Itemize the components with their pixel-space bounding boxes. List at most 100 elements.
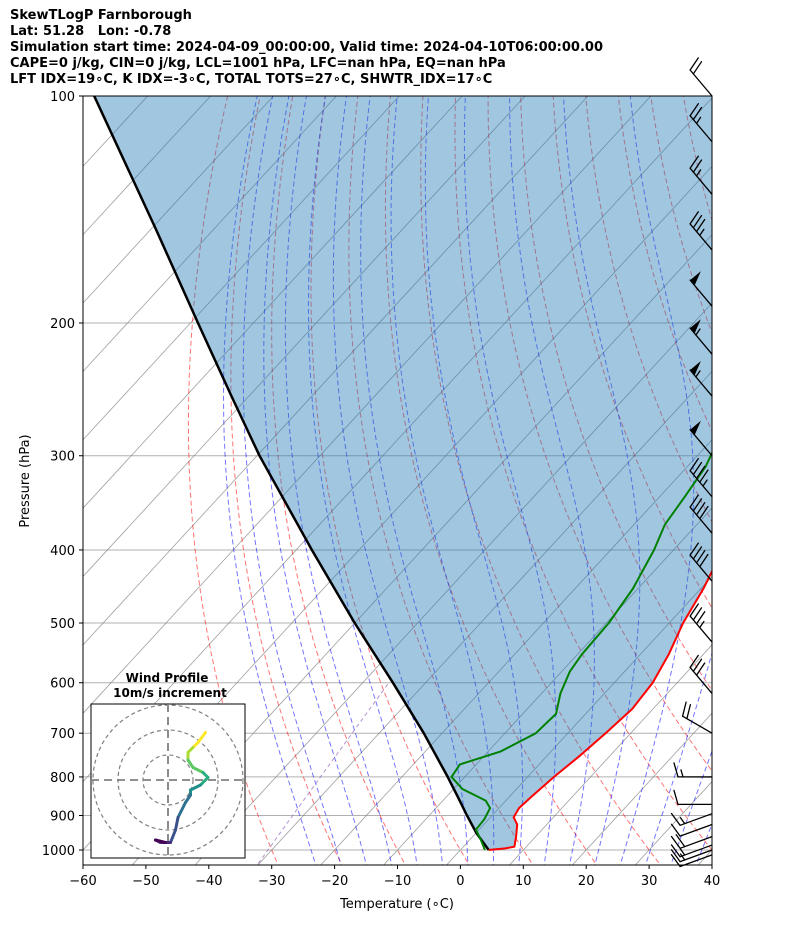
wind-barb-feather: [673, 789, 679, 806]
hodograph-segment: [189, 783, 202, 792]
moist-adiabat-line: [242, 96, 342, 865]
y-tick-label: 400: [50, 544, 75, 559]
wind-barb-feather: [692, 106, 703, 121]
wind-barb-pennant: [690, 420, 701, 436]
moist-adiabat-line: [463, 96, 557, 865]
wind-barb-feather: [670, 849, 681, 863]
x-tick-label: −50: [132, 874, 159, 889]
wind-barb-half-feather: [695, 169, 702, 177]
wind-barb-feather: [689, 542, 699, 556]
x-tick-label: 10: [515, 874, 532, 889]
x-axis-label: Temperature (∘C): [339, 897, 454, 912]
dry-adiabat-line: [348, 96, 534, 865]
wind-barb-feather: [689, 57, 699, 71]
wind-barb-feather: [692, 61, 703, 75]
wind-barb-feather: [699, 469, 709, 483]
location-coordinates: Lat: 51.28 Lon: -0.78: [10, 24, 172, 39]
x-tick-label: 30: [641, 874, 658, 889]
convective-parameters: CAPE=0 j/kg, CIN=0 j/kg, LCL=1001 hPa, L…: [10, 56, 506, 71]
hodograph-segment: [186, 758, 195, 769]
hodograph-segment: [174, 816, 180, 832]
isotherm-line: [508, 644, 712, 865]
wind-barb-feather: [695, 502, 706, 516]
wind-barb-feather: [699, 553, 709, 568]
isotherm-line: [446, 575, 712, 865]
wind-barb-feather: [686, 703, 692, 720]
wind-barb-feather: [675, 834, 686, 848]
mixing-ratio-line: [256, 682, 390, 865]
dry-adiabat-line: [420, 96, 662, 865]
chart-title: SkewTLogP Farnborough: [10, 8, 192, 23]
wind-barb-feather: [689, 603, 699, 617]
hodograph-segment: [199, 776, 210, 787]
hodograph-segment: [169, 828, 177, 844]
wind-barb-half-feather: [699, 228, 705, 237]
wind-barb-feather: [681, 701, 687, 717]
wind-barb-feather: [670, 844, 681, 858]
isotherm-line: [83, 96, 337, 373]
x-tick-label: −40: [195, 874, 222, 889]
wind-barb-feather: [695, 611, 706, 625]
y-tick-label: 900: [50, 809, 75, 824]
wind-barb-feather: [670, 835, 681, 849]
isotherm-line: [757, 79, 794, 869]
wind-barb-feather: [695, 465, 706, 480]
wind-barb-feather: [692, 607, 703, 621]
isotherm-line: [320, 439, 712, 865]
dewpoint-profile-line: [450, 450, 712, 851]
isotherm-line: [83, 96, 400, 441]
y-tick-label: 200: [50, 317, 75, 332]
simulation-times: Simulation start time: 2024-04-09_00:00:…: [10, 40, 603, 55]
wind-barb-feather: [673, 762, 679, 778]
wind-barb-half-feather: [679, 817, 686, 825]
wind-barb-pennant: [690, 271, 701, 286]
moist-adiabat-line: [562, 96, 641, 865]
wind-barb-feather: [692, 214, 703, 229]
wind-barb-feather: [689, 103, 699, 117]
isotherm-line: [383, 507, 712, 865]
wind-barb-staff: [679, 849, 713, 863]
wind-barb-feather: [692, 159, 703, 173]
wind-barb-pennant: [690, 319, 701, 334]
dry-adiabat-line: [777, 79, 794, 869]
x-tick-label: −20: [321, 874, 348, 889]
temperature-profile-line: [488, 569, 712, 851]
isotherm-line: [571, 712, 712, 865]
dry-adiabat-line: [552, 96, 712, 609]
moist-adiabat-line: [619, 96, 695, 865]
dry-adiabat-line: [713, 79, 794, 869]
wind-barb-half-feather: [679, 848, 686, 856]
isotherm-line: [83, 96, 526, 578]
hodograph-segment: [191, 766, 205, 774]
cin-shading: [94, 96, 712, 850]
y-axis-label: Pressure (hPa): [18, 434, 33, 527]
moist-adiabat-line: [509, 96, 595, 865]
x-tick-label: 20: [578, 874, 595, 889]
moist-adiabat-line: [424, 96, 524, 865]
hodograph-segment: [184, 793, 192, 804]
isotherm-line: [83, 96, 463, 509]
hodograph-segment: [196, 731, 207, 744]
wind-barb-feather: [670, 812, 681, 826]
y-tick-label: 100: [50, 90, 75, 105]
isotherm-line: [194, 302, 712, 865]
isotherm-line: [83, 96, 275, 304]
y-tick-label: 800: [50, 771, 75, 786]
dry-adiabat-line: [187, 96, 279, 865]
x-tick-label: −30: [258, 874, 285, 889]
y-tick-label: 500: [50, 617, 75, 632]
wind-barb-feather: [692, 546, 703, 560]
dry-adiabat-line: [384, 96, 598, 865]
wind-barbs: [670, 57, 713, 868]
dry-adiabat-line: [617, 96, 712, 433]
y-tick-label: 1000: [42, 844, 75, 859]
hodograph-plot-area: [91, 704, 245, 858]
hodograph-title: Wind Profile: [126, 671, 209, 685]
wind-barb-staff: [681, 715, 713, 734]
moist-adiabat-line: [332, 96, 443, 865]
background-lines: [83, 79, 794, 869]
wind-barb-pennant: [690, 361, 701, 376]
wind-barb-feather: [692, 461, 703, 476]
wind-barb-feather: [670, 823, 681, 837]
